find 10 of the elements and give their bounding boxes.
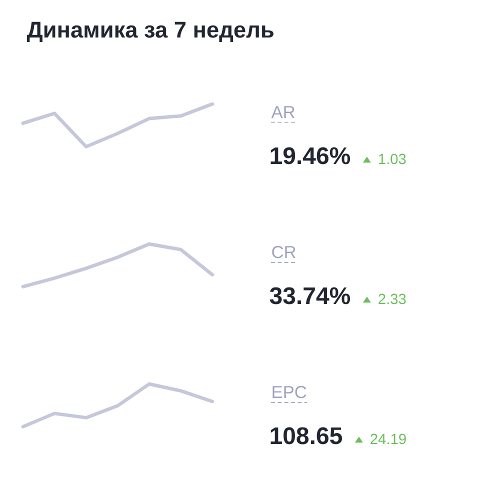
text: EPC bbox=[272, 386, 306, 398]
text: 1.03 bbox=[378, 154, 406, 164]
text: CR bbox=[272, 246, 296, 258]
text: 108.65 bbox=[270, 427, 342, 444]
text: AR bbox=[271, 106, 295, 118]
text: 33.74% bbox=[270, 287, 350, 304]
text: 24.19 bbox=[370, 434, 406, 444]
text: 19.46% bbox=[270, 147, 350, 164]
chart-title: Динамика за 7 недель bbox=[26, 22, 274, 42]
text: 2.33 bbox=[378, 294, 406, 304]
